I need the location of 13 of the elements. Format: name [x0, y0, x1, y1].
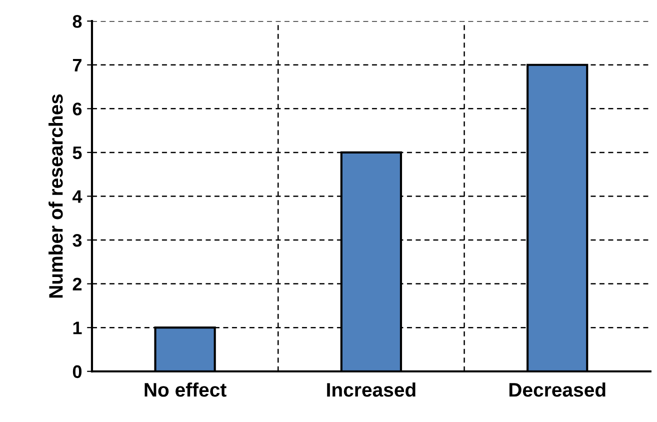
y-tick-label: 5 [72, 146, 82, 160]
x-tick-label: No effect [144, 382, 226, 397]
x-tick-label: Increased [327, 382, 416, 397]
y-tick-label: 1 [73, 322, 82, 334]
y-tick-label: 6 [72, 102, 82, 116]
x-tick-label: Decreased [509, 382, 606, 397]
y-tick-label: 3 [72, 234, 82, 247]
y-tick-label: 7 [72, 59, 82, 72]
y-tick-label: 0 [72, 365, 82, 378]
y-tick-label: 8 [72, 15, 82, 28]
y-axis-title: Number of researches [48, 94, 63, 298]
y-tick-label: 2 [72, 278, 82, 290]
y-tick-label: 4 [72, 190, 82, 203]
